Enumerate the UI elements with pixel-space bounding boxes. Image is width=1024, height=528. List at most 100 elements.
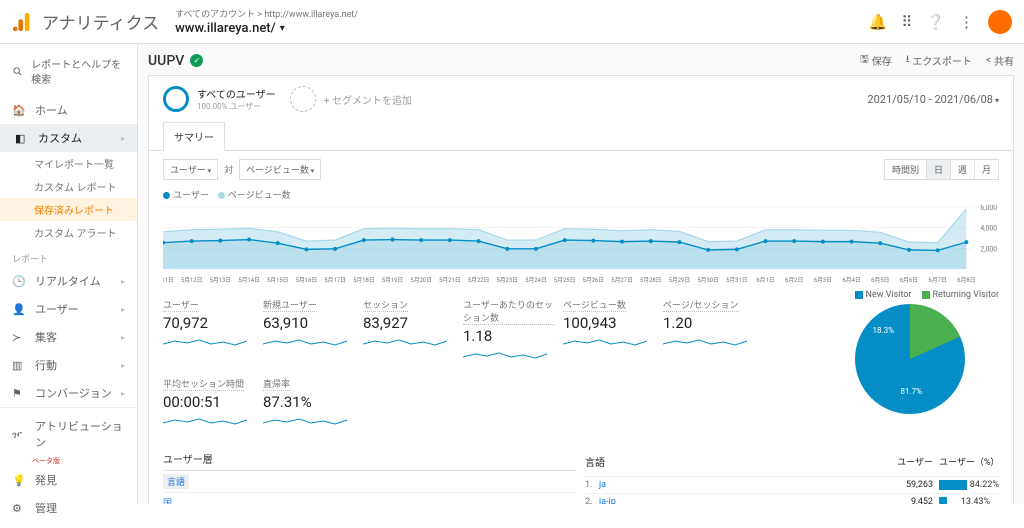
vs-label: 対 [224,163,233,176]
lang-row[interactable]: 2.ja-jp9,45213.43% [585,494,999,504]
property-selector[interactable]: すべてのアカウント > http://www.illareya.net/ www… [175,7,358,36]
svg-text:6月5日: 6月5日 [871,277,889,283]
dimensions-title: ユーザー層 [163,447,577,471]
dimensions-panel: ユーザー層 言語国市区町村システムブラウザオペレーティング システム [163,447,577,504]
tab-summary[interactable]: サマリー [163,122,225,151]
pie-chart-wrap: New Visitor Returning Visitor 18.3% 81.7… [855,290,999,437]
nav-behavior[interactable]: ▥行動▸ [0,351,137,379]
more-icon[interactable]: ⋮ [959,13,974,31]
legend-user-dot [163,192,170,199]
chart-legend: ユーザー ページビュー数 [149,188,1013,205]
apps-icon[interactable]: ⠿ [901,13,912,31]
time-granularity: 時間別 日 週 月 [884,159,999,180]
lang-row[interactable]: 1.ja59,26384.22% [585,477,999,494]
svg-text:5月18日: 5月18日 [353,277,374,283]
nav-attribution[interactable]: ዦアトリビューション [0,412,137,456]
nav-saved-reports[interactable]: 保存済みレポート [0,198,137,221]
svg-text:5月13日: 5月13日 [210,277,231,283]
svg-text:6月8日: 6月8日 [957,277,975,283]
time-day[interactable]: 日 [926,160,950,179]
nav-realtime[interactable]: 🕒リアルタイム▸ [0,267,137,295]
language-table: 言語ユーザーユーザー（%）1.ja59,26384.22%2.ja-jp9,45… [585,447,999,504]
svg-text:5月27日: 5月27日 [611,277,632,283]
metric1-dropdown[interactable]: ユーザー [163,159,218,180]
dim-row[interactable]: 言語 [163,471,577,493]
svg-text:5月19日: 5月19日 [382,277,403,283]
svg-text:5月17日: 5月17日 [324,277,345,283]
svg-text:5月25日: 5月25日 [554,277,575,283]
dim-row[interactable]: 国 [163,493,577,504]
metric2-dropdown[interactable]: ページビュー数 [239,159,321,180]
help-icon[interactable]: ❔ [926,13,945,31]
add-segment-icon [290,86,316,112]
nav-acquisition[interactable]: ≻集客▸ [0,323,137,351]
segment-ring-icon [163,86,189,112]
verified-icon: ✓ [190,54,203,67]
nav-discover[interactable]: 💡発見 [0,466,137,494]
svg-text:5月14日: 5月14日 [238,277,259,283]
time-week[interactable]: 週 [950,160,974,179]
account-avatar[interactable] [988,10,1012,34]
svg-text:6月6日: 6月6日 [900,277,918,283]
save-button[interactable]: 🖫 保存 [860,52,892,69]
nav-custom-alerts[interactable]: カスタム アラート [0,221,137,244]
pie-new-sq [855,291,863,299]
segment-add[interactable]: + セグメントを追加 [290,86,412,112]
time-hour[interactable]: 時間別 [885,160,926,179]
svg-text:5月29日: 5月29日 [669,277,690,283]
svg-text:5月20日: 5月20日 [410,277,431,283]
main-chart: 2,0004,0006,0005月11日5月12日5月13日5月14日5月15日… [149,205,1013,290]
nav-user[interactable]: 👤ユーザー▸ [0,295,137,323]
metric-1: 新規ユーザー63,910 [263,298,355,363]
search-input[interactable]: レポートとヘルプを検索 [0,52,137,90]
sidebar: レポートとヘルプを検索 🏠ホーム ◧カスタム▸ マイレポート一覧 カスタム レポ… [0,44,138,504]
metric-5: ページ/セッション1.20 [663,298,755,363]
svg-text:5月30日: 5月30日 [697,277,718,283]
svg-text:5月23日: 5月23日 [497,277,518,283]
export-button[interactable]: ⭳ エクスポート [906,52,972,69]
report-title: UUPV [148,53,184,69]
metric-6: 平均セッション時間00:00:51 [163,377,255,429]
svg-text:5月11日: 5月11日 [163,277,174,283]
svg-text:5月22日: 5月22日 [468,277,489,283]
nav-custom-reports[interactable]: カスタム レポート [0,175,137,198]
svg-text:6月2日: 6月2日 [785,277,803,283]
svg-text:5月15日: 5月15日 [267,277,288,283]
metric-7: 直帰率87.31% [263,377,355,429]
svg-text:6,000: 6,000 [980,205,997,212]
svg-text:6月7日: 6月7日 [929,277,947,283]
share-button[interactable]: < 共有 [986,52,1014,69]
nav-conversion[interactable]: ⚑コンバージョン▸ [0,379,137,407]
metric-2: セッション83,927 [363,298,455,363]
segment-all-users[interactable]: すべてのユーザー 100.00% ユーザー [163,86,276,112]
pie-new-label: 81.7% [901,387,922,396]
nav-custom-dashboards[interactable]: マイレポート一覧 [0,152,137,175]
metric-0: ユーザー70,972 [163,298,255,363]
svg-text:5月21日: 5月21日 [439,277,460,283]
svg-text:5月24日: 5月24日 [525,277,546,283]
pie-ret-sq [922,291,930,299]
nav-admin[interactable]: ⚙管理 [0,494,137,522]
legend-pv-dot [218,192,225,199]
app-title: アナリティクス [42,9,159,34]
account-path: すべてのアカウント > http://www.illareya.net/ [175,7,358,20]
svg-text:2,000: 2,000 [980,245,997,253]
svg-text:5月28日: 5月28日 [640,277,661,283]
svg-text:5月16日: 5月16日 [296,277,317,283]
svg-text:6月4日: 6月4日 [842,277,860,283]
time-month[interactable]: 月 [974,160,998,179]
nav-home[interactable]: 🏠ホーム [0,96,137,124]
date-range-picker[interactable]: 2021/05/10 - 2021/06/08 [867,93,999,106]
svg-text:5月26日: 5月26日 [583,277,604,283]
ga-logo-icon [12,11,34,33]
beta-label: ベータ版 [32,456,137,466]
main-content: UUPV ✓ 🖫 保存 ⭳ エクスポート < 共有 すべてのユーザー 100.0… [138,44,1024,504]
metric-4: ページビュー数100,943 [563,298,655,363]
property-dropdown[interactable]: www.illareya.net/ [175,21,358,36]
nav-custom[interactable]: ◧カスタム▸ [0,124,137,152]
pie-chart: 18.3% 81.7% [855,304,965,414]
notifications-icon[interactable]: 🔔 [869,13,888,31]
svg-text:6月3日: 6月3日 [814,277,832,283]
app-header: アナリティクス すべてのアカウント > http://www.illareya.… [0,0,1024,44]
search-placeholder: レポートとヘルプを検索 [31,56,125,86]
